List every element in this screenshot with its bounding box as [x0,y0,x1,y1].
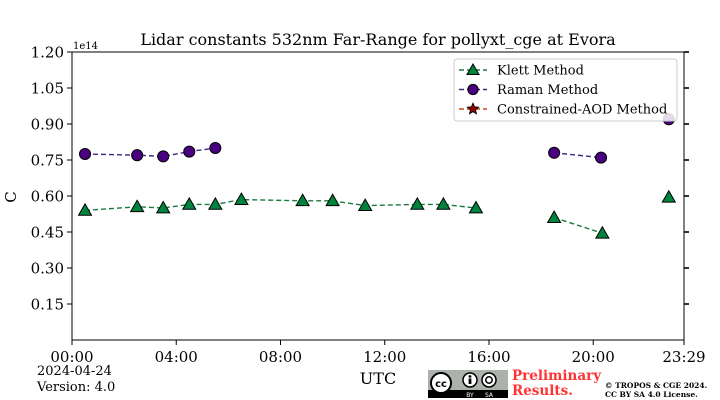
raman-method-marker [209,141,222,155]
y-tick-label: 0.30 [31,260,64,278]
klett-method-marker [594,225,610,239]
klett-method-marker [77,202,93,216]
x-tick-label: 00:00 [50,348,93,366]
y-tick-label: 0.75 [31,152,64,170]
preliminary-line-1: Preliminary [512,368,602,384]
preliminary-results-note: Preliminary Results. [512,369,601,399]
axis-ticks: 0.15 0.30 0.45 0.60 0.75 0.90 1.05 1.20 00:00 04:… [31,44,706,367]
raman-method-marker [131,149,144,162]
y-tick-label: 1.05 [31,80,64,98]
date-label: 2024-04-24 [37,364,112,379]
y-tick-label: 0.60 [31,188,64,206]
legend-label-constrained-aod-method: Constrained-AOD Method [497,103,667,118]
y-tick-label: 0.90 [31,116,64,134]
credit-line-1: © TROPOS & CGE 2024. [605,381,708,390]
cc-badge-cc-text: cc [435,379,447,390]
klett-method-marker [661,189,677,203]
raman-method-marker [157,150,170,163]
raman-method-marker [548,146,561,159]
y-tick-label: 0.45 [31,224,64,242]
legend-label-raman-method: Raman Method [497,83,598,98]
cc-license-badge: cc BY SA [428,370,508,398]
legend-marker-klett-method [466,62,480,75]
x-tick-label: 20:00 [572,348,615,366]
klett-method-marker [234,192,249,205]
raman-method-marker [183,145,196,158]
preliminary-line-2: Results. [512,383,573,399]
klett-method-marker [207,196,223,210]
credit-line-2: CC BY SA 4.0 License. [605,390,698,399]
klett-method-marker [357,198,373,211]
x-tick-label: 08:00 [259,348,302,366]
y-axis-offset-label: 1e14 [73,41,98,52]
version-label: Version: 4.0 [37,380,116,395]
klett-method-marker [546,210,562,223]
raman-method-line-segment [85,147,216,158]
share-alike-icon [481,372,497,388]
raman-method-marker [79,147,92,161]
cc-badge-by-text: BY [466,392,474,398]
klett-method-marker [155,200,171,214]
klett-method-marker [295,193,311,207]
y-axis-label: C [2,191,20,202]
klett-method-marker [409,196,425,210]
x-axis-label: UTC [360,369,396,388]
y-tick-label: 1.20 [31,44,64,62]
legend: Klett Method Raman Method Constrained-AOD … [453,58,678,122]
klett-method-marker [129,199,145,213]
klett-method-marker [436,196,451,210]
klett-method-marker [325,193,340,207]
legend-marker-raman-method [467,83,479,96]
x-tick-label: 16:00 [467,348,510,366]
x-tick-label: 23:29 [662,348,705,366]
klett-method-line-segment [84,198,477,212]
legend-box [453,58,678,122]
klett-method-marker [468,200,484,214]
y-tick-label: 0.15 [31,296,64,314]
legend-label-klett-method: Klett Method [497,64,584,79]
plot-area-frame [71,51,685,341]
series-markers [77,113,677,239]
klett-method-line-segment [553,216,603,234]
chart-title: Lidar constants 532nm Far-Range for poll… [140,30,616,49]
x-tick-label: 12:00 [363,348,406,366]
x-tick-label: 04:00 [155,348,198,366]
cc-badge-sa-text: SA [485,392,494,398]
legend-marker-constrained-aod-method [466,101,480,115]
raman-method-marker [595,151,608,164]
klett-method-marker [181,196,197,210]
raman-method-line-segment [554,152,602,159]
series-lines [84,147,603,234]
copyright-credit: © TROPOS & CGE 2024. CC BY SA 4.0 Licens… [605,381,707,399]
